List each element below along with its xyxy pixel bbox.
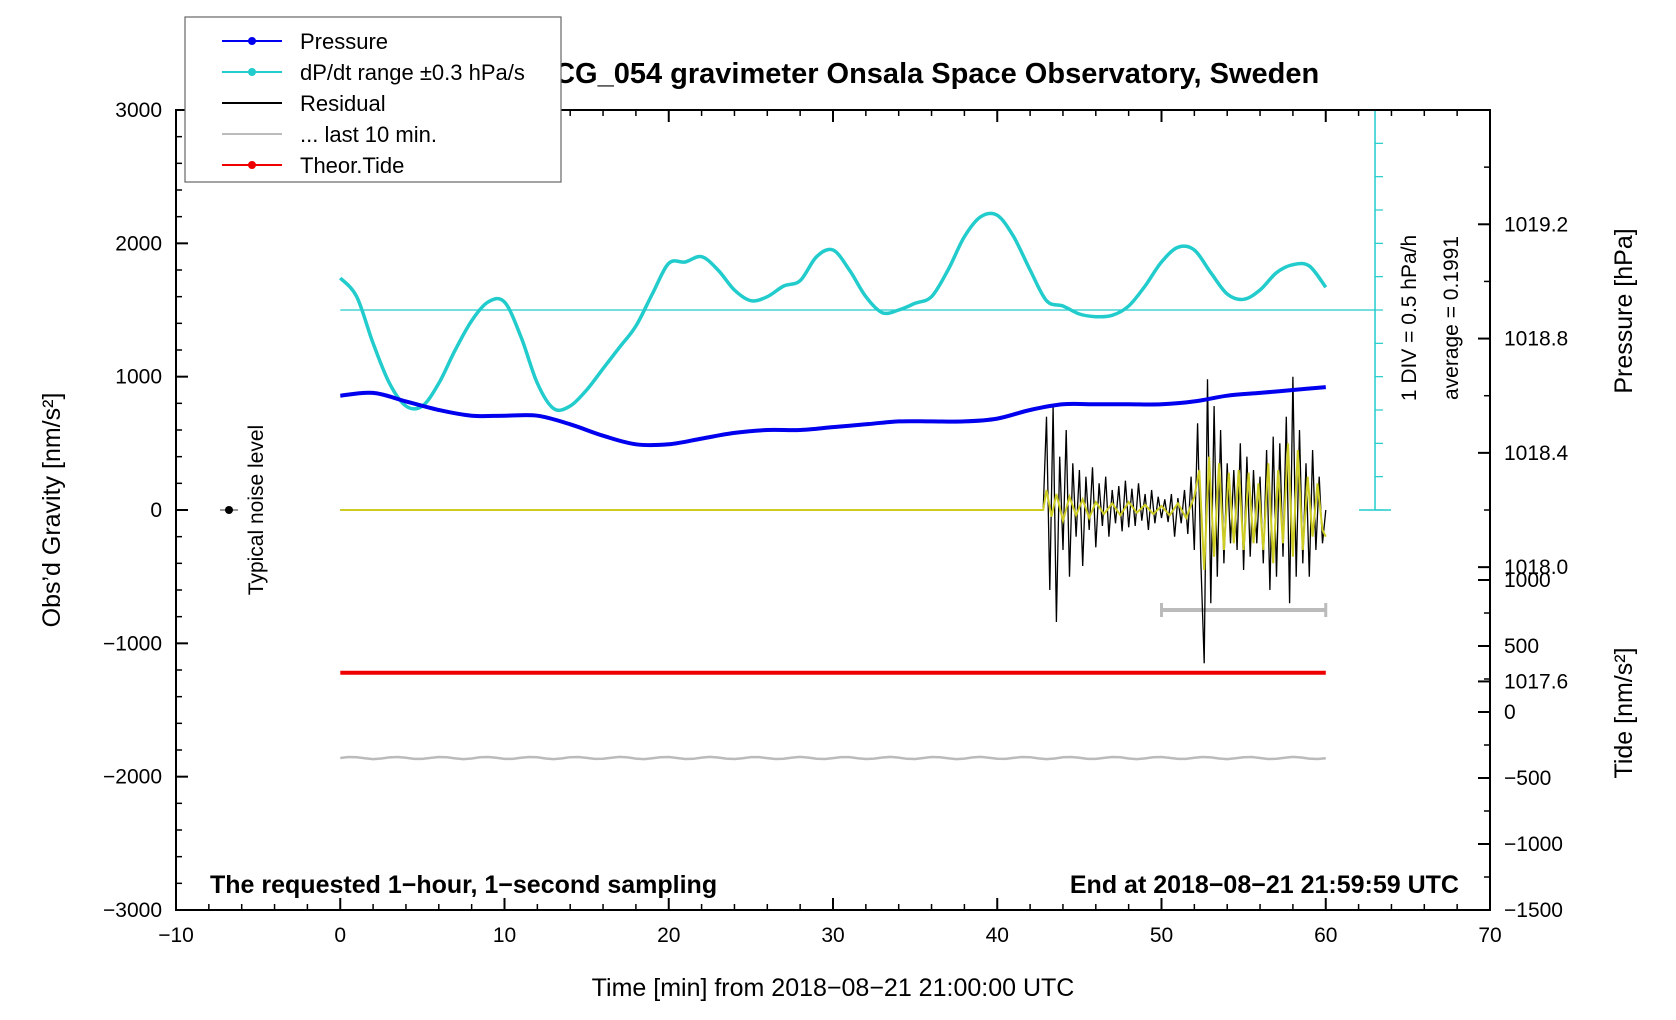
pressure-tick-label: 1018.4 — [1504, 442, 1569, 465]
noise-level-label: Typical noise level — [245, 425, 268, 595]
x-tick-label: 20 — [657, 924, 680, 947]
y-tick-label: 0 — [150, 499, 162, 522]
series-last-10min — [340, 755, 1326, 761]
x-axis-label: Time [min] from 2018−08−21 21:00:00 UTC — [592, 974, 1075, 1002]
tide-tick-label: −1500 — [1504, 899, 1563, 922]
tide-tick-label: 500 — [1504, 635, 1539, 658]
legend-swatch-marker — [248, 161, 256, 169]
tide-tick-label: 0 — [1504, 701, 1516, 724]
y-tick-label: 3000 — [115, 99, 162, 122]
legend: Pressure dP/dt range ±0.3 hPa/s Residual..… — [184, 16, 562, 183]
x-tick-label: 10 — [493, 924, 516, 947]
y-tick-label: −2000 — [103, 766, 162, 789]
x-tick-label: −10 — [158, 924, 194, 947]
legend-swatch-marker — [248, 37, 256, 45]
tide-tick-label: −500 — [1504, 767, 1551, 790]
series-residual — [340, 376, 1327, 664]
scale-average-label: average = 0.1991 — [1440, 236, 1463, 400]
y-axis-label-pressure: Pressure [hPa] — [1610, 228, 1638, 393]
legend-label: dP/dt range ±0.3 hPa/s — [300, 60, 525, 85]
sampling-note: The requested 1−hour, 1−second sampling — [210, 871, 717, 899]
tide-tick-label: −1000 — [1504, 833, 1563, 856]
y-tick-label: 2000 — [115, 232, 162, 255]
series-dpdt — [338, 211, 1328, 413]
x-tick-label: 0 — [334, 924, 346, 947]
end-time-note: End at 2018−08−21 21:59:59 UTC — [1070, 871, 1459, 899]
pressure-tick-label: 1018.8 — [1504, 328, 1568, 351]
y-axis-label-left: Obs’d Gravity [nm/s²] — [38, 393, 66, 628]
legend-label: Residual — [300, 91, 386, 116]
tide-tick-label: 1000 — [1504, 569, 1551, 592]
legend-swatch-marker — [248, 68, 256, 76]
x-tick-label: 70 — [1478, 924, 1501, 947]
x-tick-label: 50 — [1150, 924, 1173, 947]
scale-div-label: 1 DIV = 0.5 hPa/h — [1398, 235, 1421, 401]
series-filtered-residual — [340, 443, 1327, 571]
legend-label: ... last 10 min. — [300, 122, 437, 147]
legend-label: Theor.Tide — [300, 153, 404, 178]
legend-label: Pressure — [300, 29, 388, 54]
pressure-tick-label: 1018.0 — [1504, 556, 1568, 579]
noise-level-marker — [225, 506, 233, 514]
pressure-tick-label: 1017.6 — [1504, 670, 1568, 693]
y-axis-label-tide: Tide [nm/s²] — [1610, 647, 1638, 778]
x-tick-label: 60 — [1314, 924, 1337, 947]
y-tick-label: −3000 — [103, 899, 162, 922]
chart-title: SCG_054 gravimeter Onsala Space Observat… — [535, 58, 1319, 90]
y-tick-label: 1000 — [115, 366, 162, 389]
legend-box — [184, 16, 562, 183]
x-tick-label: 30 — [821, 924, 844, 947]
x-tick-label: 40 — [986, 924, 1009, 947]
series-pressure — [340, 385, 1326, 448]
pressure-tick-label: 1019.2 — [1504, 213, 1568, 236]
y-tick-label: −1000 — [103, 632, 162, 655]
